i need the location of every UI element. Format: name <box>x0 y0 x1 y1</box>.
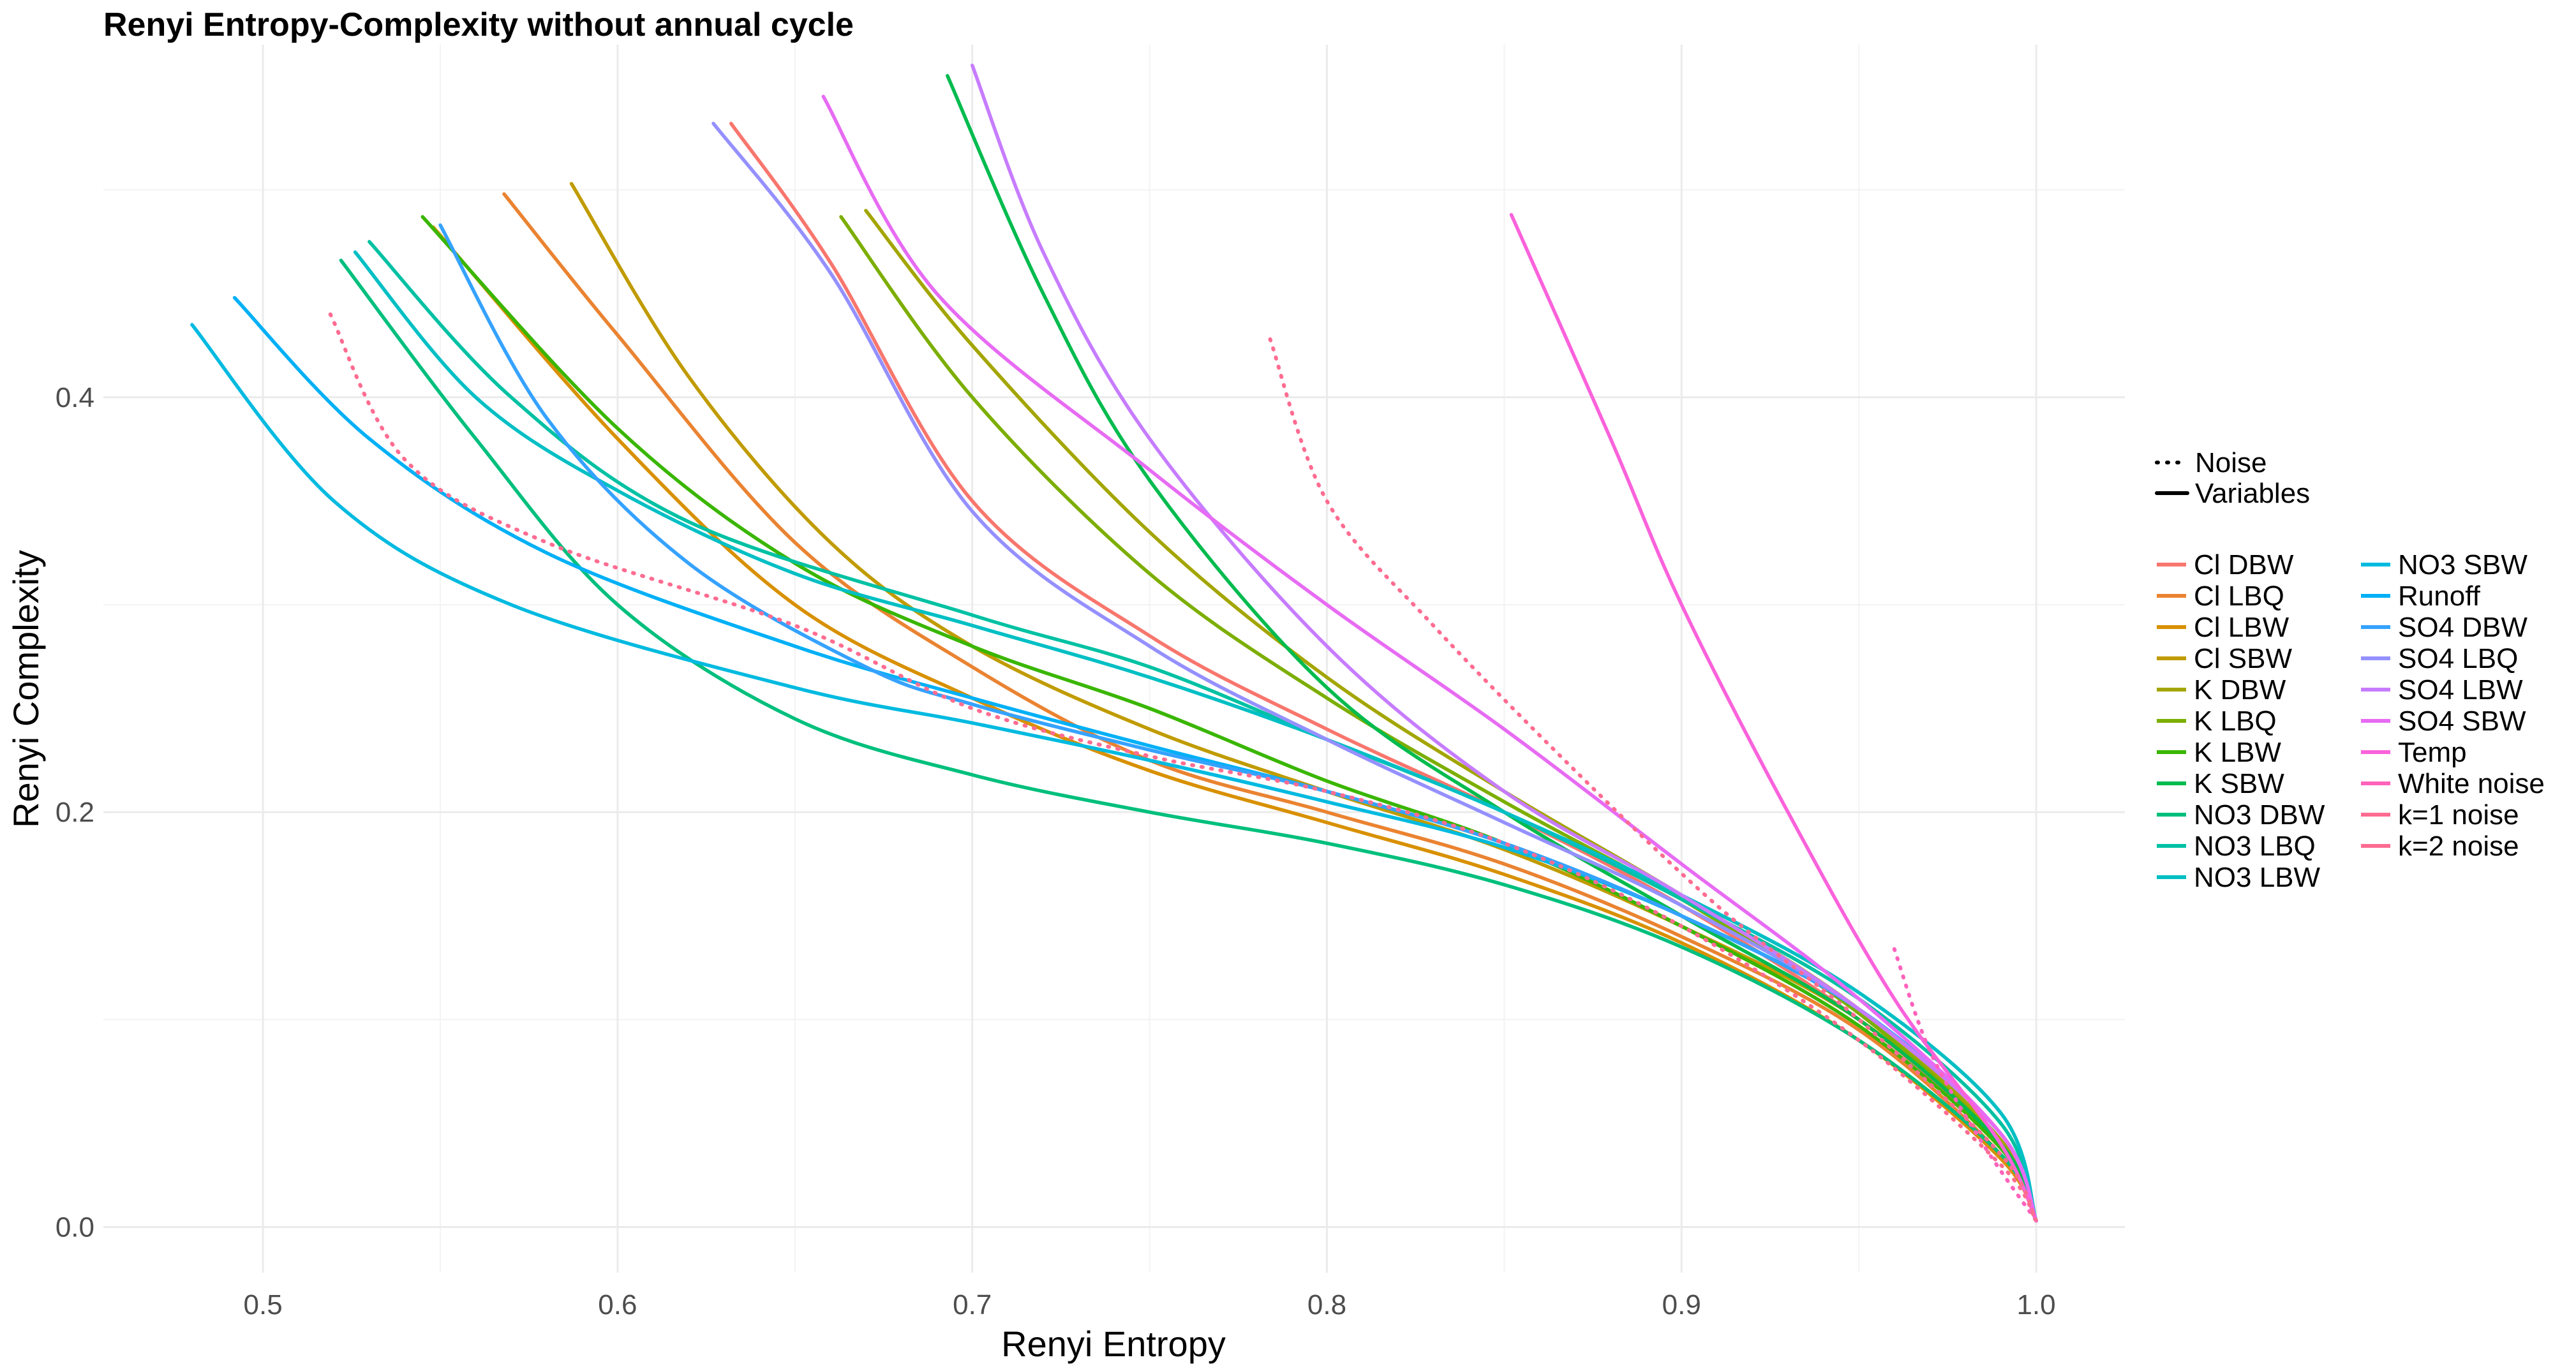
series-lines <box>190 63 2039 1223</box>
legend-label: NO3 SBW <box>2398 549 2528 581</box>
legend-label: K DBW <box>2194 674 2286 706</box>
series-line-white-noise <box>1892 947 2039 1223</box>
x-axis-title: Renyi Entropy <box>1001 1324 1226 1364</box>
series-line-k-sbw <box>946 74 2038 1223</box>
y-axis-title: Renyi Complexity <box>6 550 46 828</box>
series-line-k-lbw <box>421 215 2038 1223</box>
legend-label: K LBW <box>2194 737 2281 768</box>
grid <box>103 45 2125 1273</box>
y-tick-label: 0.0 <box>56 1211 94 1243</box>
x-tick-label: 0.6 <box>598 1289 637 1321</box>
legend-label: Cl LBW <box>2194 612 2289 643</box>
series-line-k-dbw <box>864 209 2038 1223</box>
legend-linetype-label: Noise <box>2195 447 2267 478</box>
legend-label: White noise <box>2398 768 2545 799</box>
legend-label: k=1 noise <box>2398 799 2519 831</box>
legend-label: NO3 LBQ <box>2194 831 2316 862</box>
x-tick-label: 0.7 <box>953 1289 992 1321</box>
legend-label: Cl DBW <box>2194 549 2294 581</box>
legend-label: Temp <box>2398 737 2467 768</box>
series-line-cl-lbq <box>502 192 2038 1223</box>
series-line-k-lbq <box>839 215 2038 1223</box>
legend-label: K LBQ <box>2194 706 2277 737</box>
y-tick-label: 0.4 <box>56 382 94 413</box>
x-tick-label: 0.5 <box>244 1289 283 1321</box>
x-tick-label: 0.8 <box>1307 1289 1346 1321</box>
legend-label: K SBW <box>2194 768 2284 799</box>
legend-label: NO3 DBW <box>2194 799 2325 831</box>
legend-label: k=2 noise <box>2398 831 2519 862</box>
x-axis-ticks: 0.5 0.6 0.7 0.8 0.9 1.0 <box>244 1289 2056 1321</box>
legend-label: SO4 SBW <box>2398 706 2526 737</box>
y-tick-label: 0.2 <box>56 797 94 828</box>
x-tick-label: 1.0 <box>2016 1289 2055 1321</box>
chart-title: Renyi Entropy-Complexity without annual … <box>103 6 854 43</box>
legend-label: SO4 LBQ <box>2398 643 2518 674</box>
legend-label: Cl LBQ <box>2194 581 2284 612</box>
legend-label: Runoff <box>2398 581 2481 612</box>
series-line-so4-sbw <box>821 94 2038 1223</box>
legend-label: SO4 DBW <box>2398 612 2528 643</box>
series-line-no3-dbw <box>339 258 2038 1223</box>
legend-label: SO4 LBW <box>2398 674 2523 706</box>
series-line-so4-lbw <box>970 63 2038 1223</box>
legend-label: NO3 LBW <box>2194 862 2321 893</box>
series-line-temp <box>1509 212 2038 1223</box>
legend-label: Cl SBW <box>2194 643 2292 674</box>
legend-linetype-label: Variables <box>2195 478 2310 509</box>
series-line-k-1-noise <box>1268 337 2039 1223</box>
y-axis-ticks: 0.0 0.2 0.4 <box>56 382 94 1243</box>
x-tick-label: 0.9 <box>1662 1289 1701 1321</box>
